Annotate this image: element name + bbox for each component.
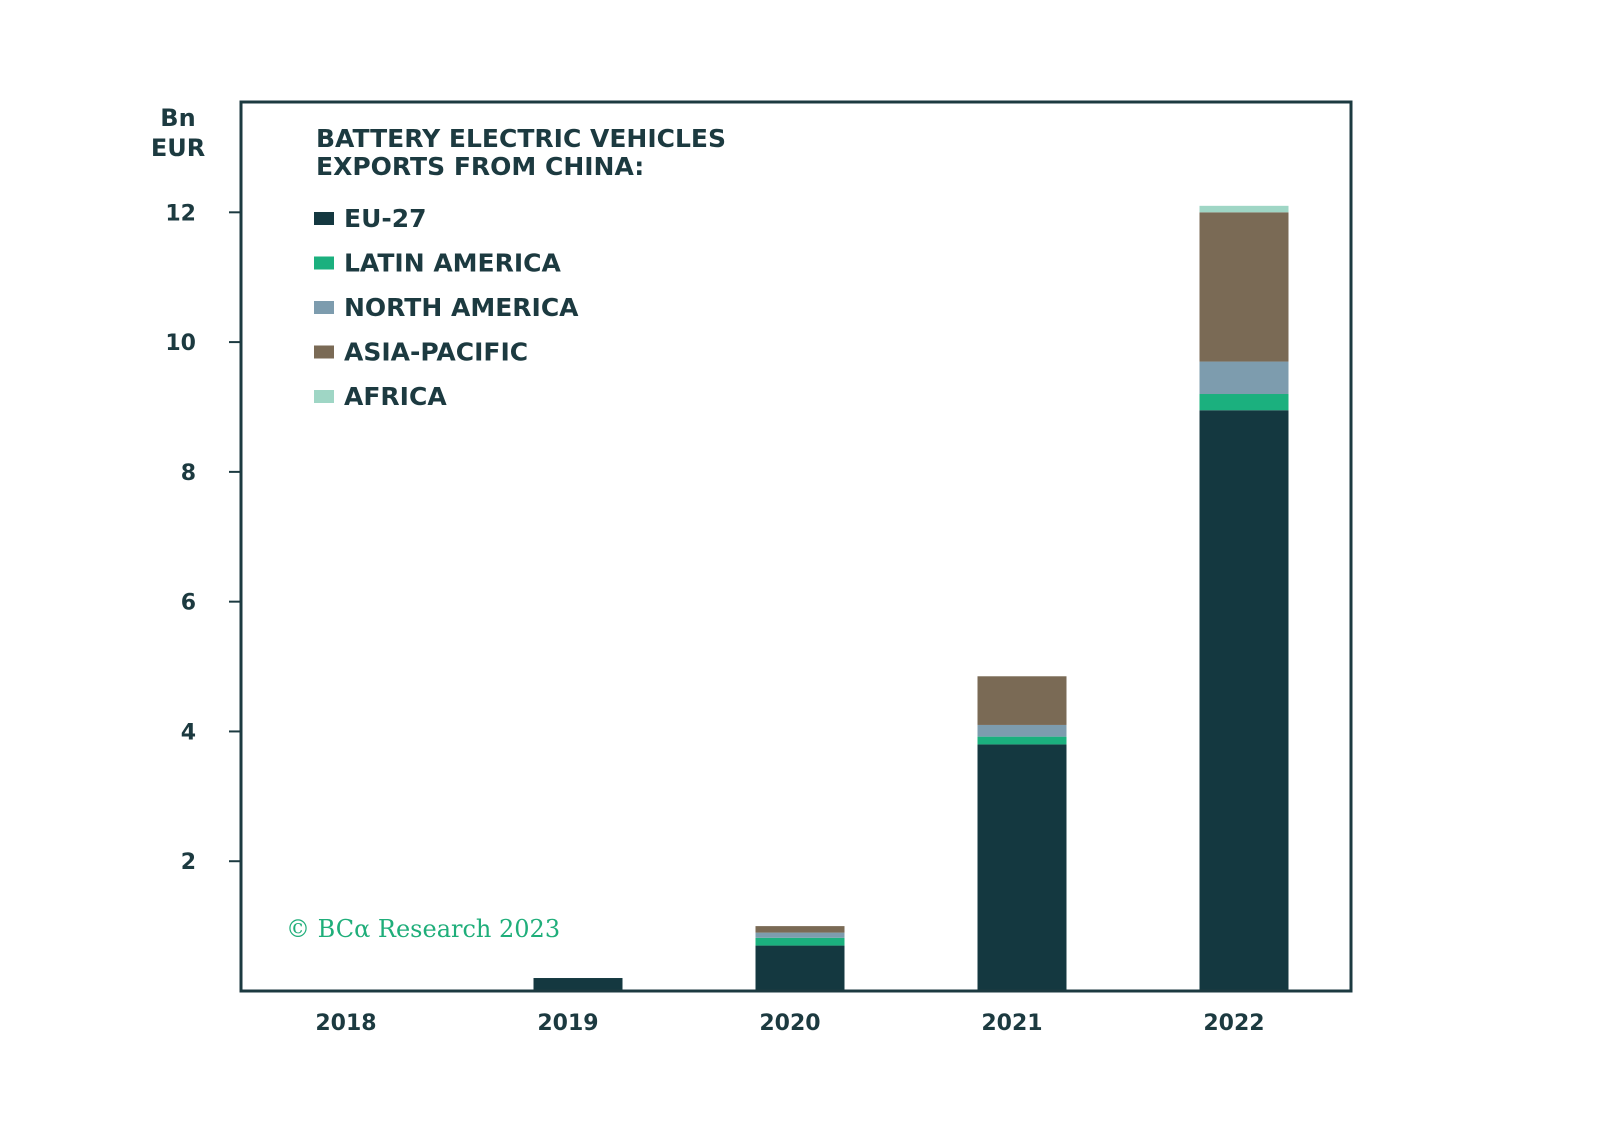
x-tick-label: 2022 bbox=[1203, 1011, 1264, 1036]
legend-label: AFRICA bbox=[344, 382, 447, 411]
legend-swatch bbox=[314, 256, 334, 270]
bar-segment-asia-pacific-2022 bbox=[1199, 212, 1289, 362]
x-tick-label: 2019 bbox=[537, 1011, 598, 1036]
legend: EU-27 LATIN AMERICA NORTH AMERICA ASIA-PACI… bbox=[314, 204, 579, 411]
y-tick-label: 6 bbox=[181, 591, 196, 616]
chart-title-line-1: BATTERY ELECTRIC VEHICLES bbox=[316, 124, 726, 153]
bar-segment-latin-america-2021 bbox=[977, 736, 1067, 745]
plot-frame bbox=[239, 100, 1353, 993]
bar-segment-eu-27-2020 bbox=[755, 945, 845, 991]
y-tick-label: 4 bbox=[181, 720, 196, 745]
y-unit-label-line-2: EUR bbox=[151, 134, 205, 162]
y-unit-label: Bn EUR bbox=[151, 104, 205, 162]
chart-title: BATTERY ELECTRIC VEHICLES EXPORTS FROM C… bbox=[316, 124, 726, 181]
legend-swatch bbox=[314, 212, 334, 225]
legend-label: EU-27 bbox=[344, 204, 427, 233]
copyright-annotation: © BCα Research 2023 bbox=[286, 915, 560, 943]
y-tick-label: 2 bbox=[181, 850, 196, 875]
bar-segment-north-america-2022 bbox=[1199, 361, 1289, 395]
bar-segment-eu-27-2019 bbox=[533, 978, 623, 991]
y-tick-label: 12 bbox=[165, 201, 196, 226]
x-tick-label: 2020 bbox=[759, 1011, 820, 1036]
legend-swatch bbox=[314, 301, 334, 314]
bar-segment-eu-27-2022 bbox=[1199, 410, 1289, 991]
legend-label: LATIN AMERICA bbox=[344, 249, 562, 278]
bar-segment-north-america-2020 bbox=[755, 932, 845, 938]
y-axis-ticks: 2 4 6 8 10 12 bbox=[165, 201, 241, 875]
y-tick-label: 10 bbox=[165, 331, 196, 356]
bar-segment-latin-america-2022 bbox=[1199, 394, 1289, 411]
bar-segment-latin-america-2020 bbox=[755, 937, 845, 946]
bar-segment-north-america-2021 bbox=[977, 724, 1067, 737]
bar-segment-africa-2022 bbox=[1199, 205, 1289, 213]
legend-swatch bbox=[314, 390, 334, 403]
legend-label: NORTH AMERICA bbox=[344, 293, 579, 322]
legend-label: ASIA-PACIFIC bbox=[344, 338, 528, 367]
bar-segment-asia-pacific-2021 bbox=[977, 676, 1067, 725]
bars-group bbox=[533, 205, 1289, 991]
x-axis-ticks: 2018 2019 2020 2021 2022 bbox=[315, 1011, 1264, 1036]
y-unit-label-line-1: Bn bbox=[160, 104, 195, 132]
x-tick-label: 2021 bbox=[981, 1011, 1042, 1036]
chart-title-line-2: EXPORTS FROM CHINA: bbox=[316, 152, 644, 181]
bar-segment-asia-pacific-2020 bbox=[755, 926, 845, 933]
legend-swatch bbox=[314, 345, 334, 359]
y-tick-label: 8 bbox=[181, 461, 196, 486]
x-tick-label: 2018 bbox=[315, 1011, 376, 1036]
bar-segment-eu-27-2021 bbox=[977, 744, 1067, 991]
